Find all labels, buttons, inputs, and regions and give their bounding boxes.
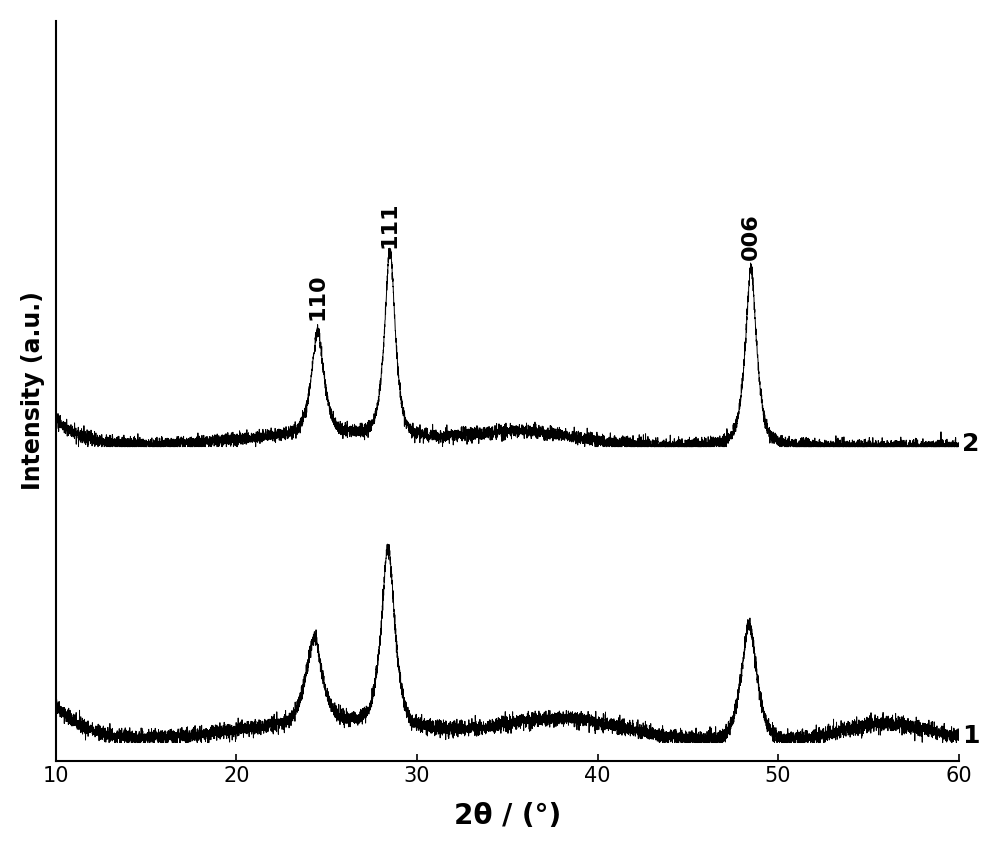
Text: 006: 006 <box>741 213 761 260</box>
Text: 110: 110 <box>308 273 328 320</box>
Text: 1: 1 <box>962 724 980 748</box>
Text: 2: 2 <box>962 431 980 455</box>
Text: 111: 111 <box>380 202 400 248</box>
X-axis label: 2θ / (°): 2θ / (°) <box>454 802 561 831</box>
Y-axis label: Intensity (a.u.): Intensity (a.u.) <box>21 291 45 490</box>
